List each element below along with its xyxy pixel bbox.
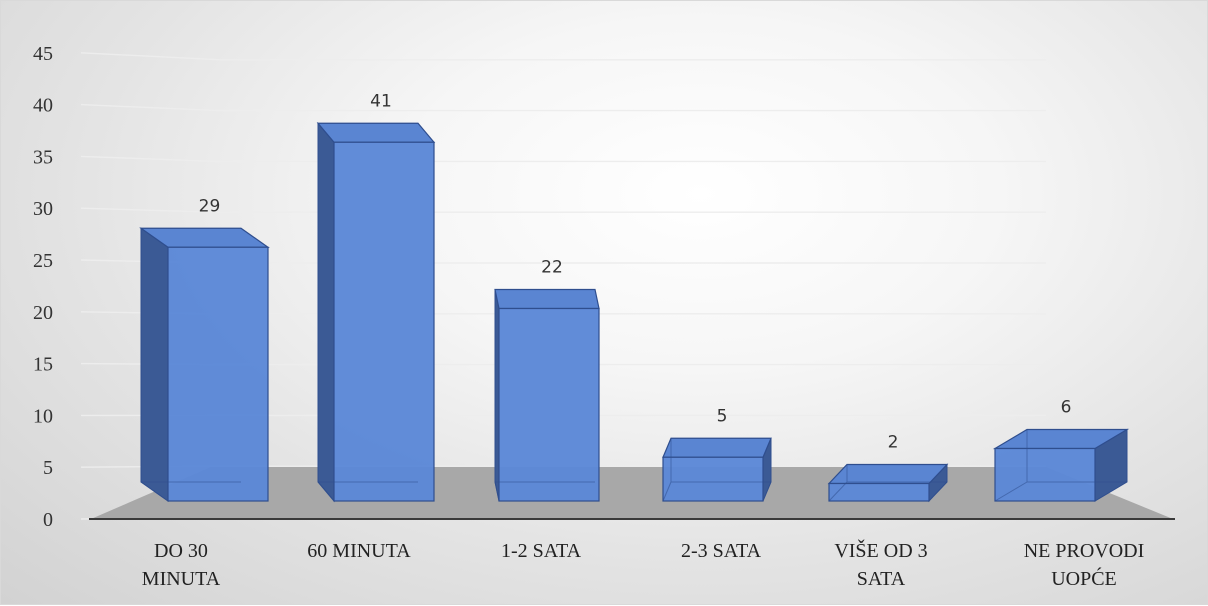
y-tick-label: 35 [33,146,53,168]
y-axis: 0 5 10 15 20 25 30 35 40 45 [33,43,53,531]
data-label: 29 [199,196,221,216]
x-tick-label: DO 30 MINUTA [142,540,221,590]
bar [316,121,436,503]
gridline [80,207,1046,213]
bar [139,227,270,502]
y-tick-label: 0 [43,509,53,531]
data-label: 5 [717,406,728,426]
y-tick-label: 5 [43,457,53,479]
bar-back-edges [140,228,241,502]
gridline [80,52,1046,61]
y-tick-label: 20 [33,302,53,324]
data-labels: 29 41 22 5 2 6 [199,91,1072,452]
x-tick-label: 2-3 SATA [681,540,762,562]
bar-front-face [333,141,435,502]
bar-back-edges [994,429,1127,502]
y-tick-label: 25 [33,250,53,272]
x-tick-label: NE PROVODI UOPĆE [1024,540,1145,590]
data-label: 22 [541,258,563,278]
bar-front-face [662,456,764,502]
bar [662,437,772,502]
bar-back-edges [317,123,418,502]
bar-side-face [317,121,335,503]
bar-top-face [494,288,600,310]
bar-side-face [494,289,500,502]
x-tick-label: VIŠE OD 3 SATA [834,538,927,590]
bar-side-face [140,227,169,502]
bar [827,463,949,503]
y-tick-label: 30 [33,198,53,220]
bar-front-face [994,447,1096,502]
bar-front-face [498,307,600,502]
data-label: 41 [370,91,392,111]
y-tick-label: 45 [33,43,53,65]
y-tick-label: 10 [33,405,53,427]
bar-top-face [662,437,772,458]
bar [494,288,600,502]
gridline [80,103,1046,112]
x-axis: DO 30 MINUTA 60 MINUTA 1-2 SATA 2-3 SATA VIŠE… [142,538,1144,590]
bar-top-face [316,122,436,143]
x-tick-label: 60 MINUTA [307,540,411,562]
bar-front-face [167,246,269,502]
gridline [80,155,1046,163]
bar [992,428,1130,502]
y-tick-label: 40 [33,95,53,117]
bar-front-face [828,482,930,502]
data-label: 6 [1061,398,1072,418]
bars [139,121,1130,503]
bar-back-edges [494,289,595,502]
y-tick-label: 15 [33,354,53,376]
x-tick-label: 1-2 SATA [501,540,582,562]
bar-back-edges [662,438,771,502]
data-label: 2 [888,433,899,453]
bar-back-edges [828,464,947,502]
